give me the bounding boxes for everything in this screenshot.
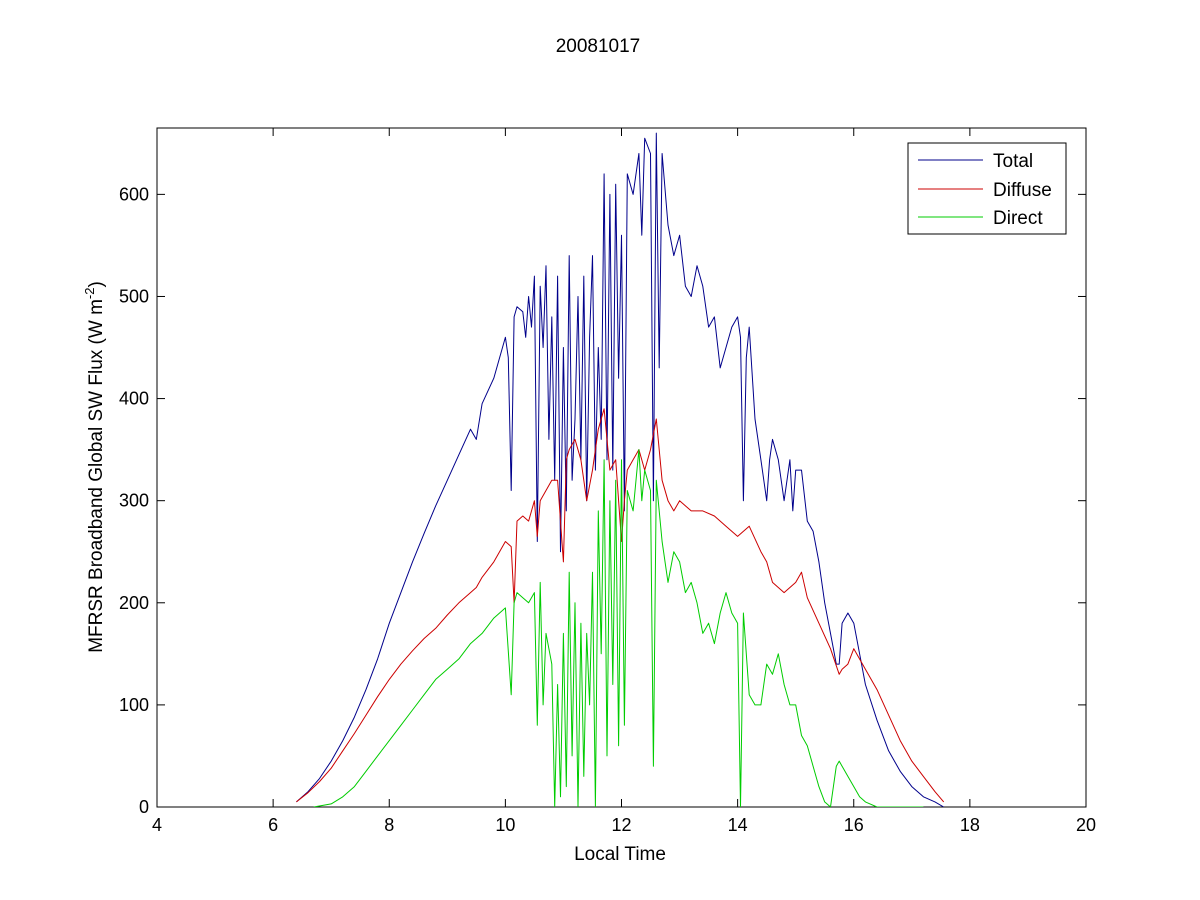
legend: Total Diffuse Direct	[907, 142, 1067, 235]
y-axis: 0 100 200 300 400 500 600	[119, 184, 1086, 817]
x-tick-label: 8	[384, 815, 394, 835]
x-tick-label: 4	[152, 815, 162, 835]
x-axis-label: Local Time	[574, 844, 666, 865]
y-tick-label: 500	[119, 286, 149, 306]
y-tick-label: 0	[139, 797, 149, 817]
y-tick-label: 600	[119, 184, 149, 204]
y-tick-label: 400	[119, 389, 149, 409]
legend-label-total: Total	[993, 151, 1033, 172]
y-tick-label: 300	[119, 491, 149, 511]
y-tick-label: 200	[119, 593, 149, 613]
x-tick-label: 6	[268, 815, 278, 835]
x-tick-label: 14	[728, 815, 748, 835]
x-axis: 4 6 8 10 12 14 16 18 20	[152, 128, 1096, 835]
series-line-direct	[313, 449, 924, 807]
x-tick-label: 12	[611, 815, 631, 835]
x-tick-label: 18	[960, 815, 980, 835]
y-axis-label-tail: )	[86, 281, 107, 287]
chart-title: 20081017	[556, 36, 641, 57]
y-axis-label-sup: -2	[82, 288, 97, 300]
y-axis-label: MFRSR Broadband Global SW Flux (W m-2)	[82, 281, 107, 653]
x-tick-label: 16	[844, 815, 864, 835]
y-axis-label-main: MFRSR Broadband Global SW Flux (W m	[86, 299, 107, 653]
series-layer	[296, 132, 945, 807]
x-tick-label: 20	[1076, 815, 1096, 835]
x-tick-label: 10	[495, 815, 515, 835]
plot-area	[156, 127, 1087, 808]
series-line-total	[296, 132, 944, 807]
legend-label-direct: Direct	[993, 208, 1043, 229]
y-tick-label: 100	[119, 695, 149, 715]
legend-label-diffuse: Diffuse	[993, 180, 1052, 201]
series-line-diffuse	[296, 408, 945, 803]
